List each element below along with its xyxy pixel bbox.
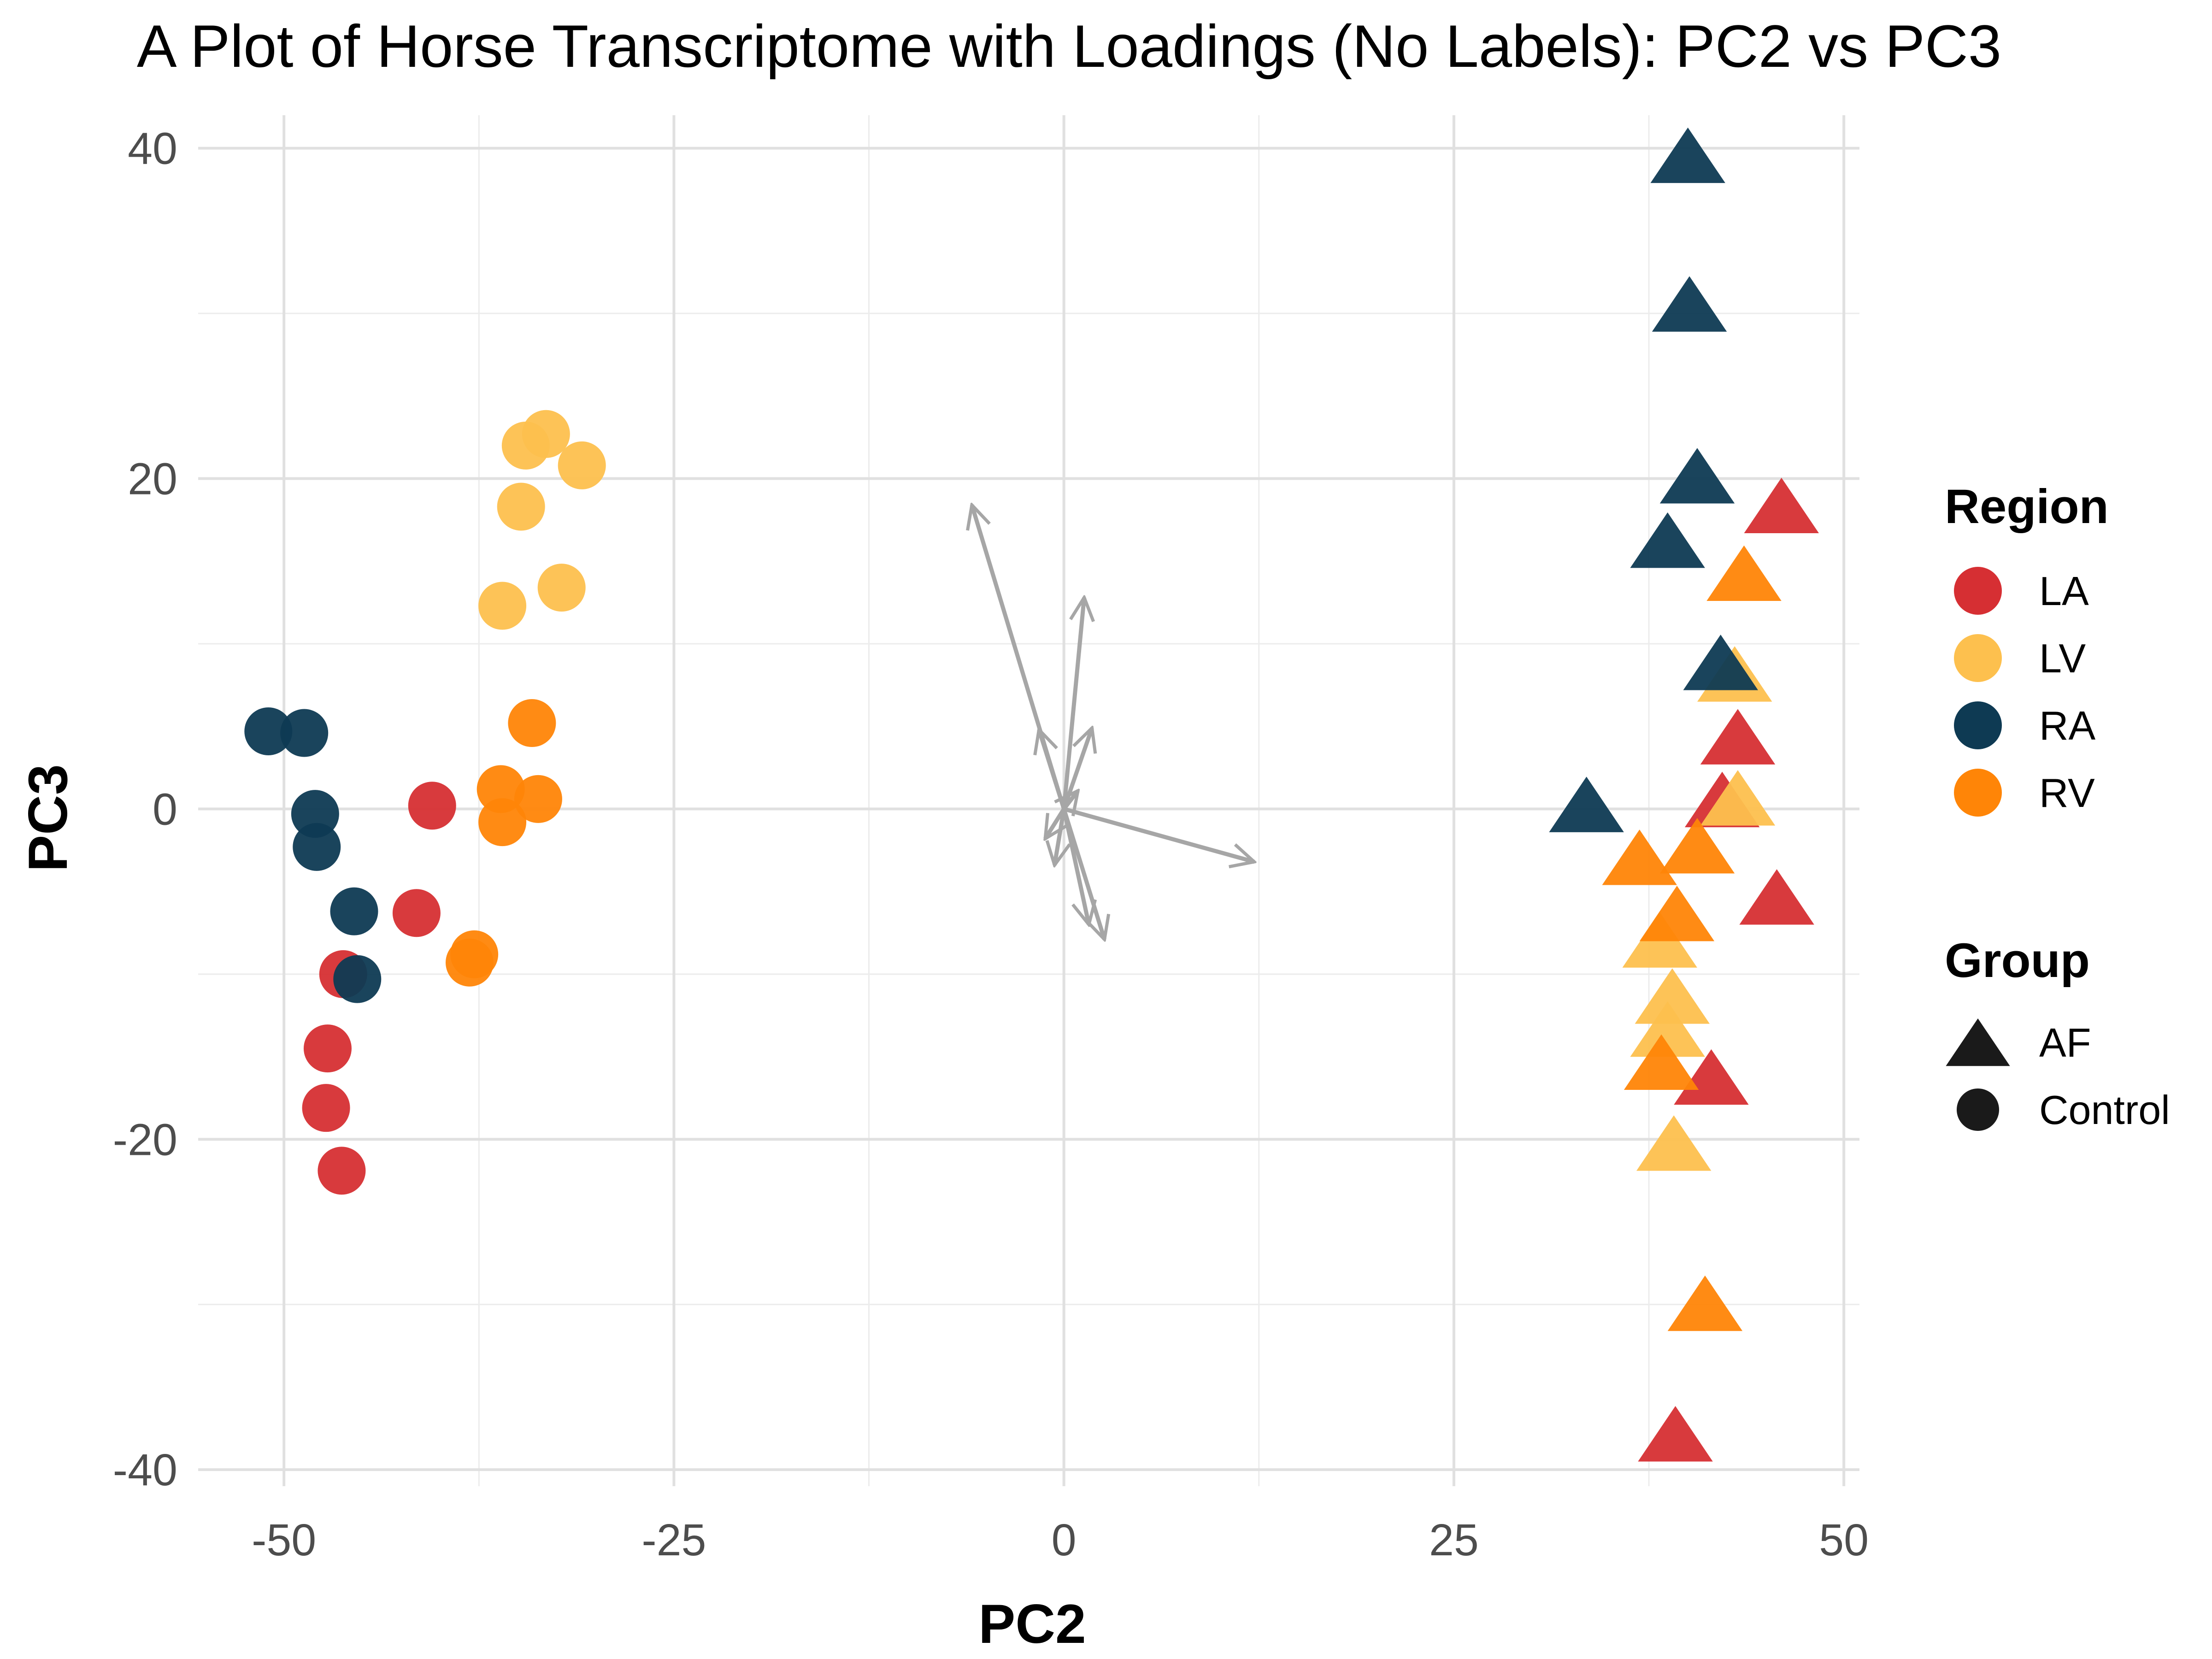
- data-point-triangle: [1659, 448, 1735, 504]
- legend-key-triangle: [1946, 1018, 2010, 1066]
- legend-key-rv: [1954, 769, 2002, 817]
- legend-key-la: [1954, 567, 2002, 615]
- data-point-circle: [392, 889, 441, 937]
- y-axis-label: PC3: [17, 764, 79, 871]
- legend-label-control: Control: [2039, 1087, 2170, 1133]
- grid-major: [198, 115, 1859, 1486]
- legend-key-circle: [1957, 1088, 1999, 1131]
- loading-arrow: [1063, 807, 1254, 862]
- data-point-circle: [478, 798, 527, 847]
- loading-arrow: [1054, 808, 1064, 865]
- data-point-circle: [514, 775, 562, 823]
- data-point-circle: [280, 709, 329, 757]
- data-point-circle: [303, 1024, 352, 1073]
- data-point-triangle: [1744, 477, 1819, 534]
- x-axis-ticks: -50 -25 0 25 50: [252, 1515, 1869, 1565]
- data-point-triangle: [1700, 770, 1776, 826]
- x-tick-label: 25: [1429, 1515, 1479, 1565]
- data-point-triangle: [1739, 869, 1814, 925]
- x-axis-label: PC2: [978, 1593, 1086, 1655]
- legend-label-af: AF: [2039, 1020, 2091, 1065]
- data-point-circle: [408, 782, 456, 830]
- y-axis-ticks: -40 -20 0 20 40: [113, 124, 177, 1495]
- y-tick-label: -20: [113, 1114, 177, 1165]
- data-point-circle: [318, 1147, 366, 1195]
- legend-region: Region LA LV RA RV: [1945, 480, 2109, 817]
- data-point-circle: [293, 823, 341, 871]
- y-tick-label: 20: [128, 454, 177, 504]
- data-point-triangle: [1650, 127, 1725, 183]
- x-tick-label: -25: [641, 1515, 706, 1565]
- loading-arrow: [1039, 729, 1066, 810]
- loading-arrow: [1062, 598, 1084, 809]
- x-tick-label: -50: [252, 1515, 316, 1565]
- data-point-triangle: [1706, 545, 1782, 601]
- loading-arrow: [1064, 791, 1078, 809]
- data-point-circle: [537, 564, 586, 612]
- data-point-triangle: [1667, 1275, 1743, 1331]
- legend-label-lv: LV: [2039, 635, 2086, 681]
- legend-key-ra: [1954, 701, 2002, 749]
- x-tick-label: 0: [1052, 1515, 1077, 1565]
- y-tick-label: 0: [153, 784, 177, 834]
- legend-label-ra: RA: [2039, 703, 2096, 748]
- data-point-circle: [501, 421, 550, 470]
- data-point-triangle: [1700, 709, 1776, 765]
- data-point-triangle: [1659, 818, 1735, 874]
- data-point-circle: [508, 699, 556, 747]
- data-point-circle: [558, 441, 606, 489]
- loading-arrow: [1062, 808, 1089, 924]
- legend-label-rv: RV: [2039, 770, 2095, 816]
- data-point-triangle: [1624, 1034, 1699, 1090]
- legend-group-title: Group: [1945, 934, 2090, 988]
- data-point-circle: [445, 938, 494, 987]
- data-point-triangle: [1639, 885, 1715, 941]
- data-point-circle: [244, 707, 293, 755]
- data-point-triangle: [1683, 635, 1758, 690]
- data-point-circle: [302, 1084, 350, 1132]
- chart-title: A Plot of Horse Transcriptome with Loadi…: [137, 12, 2001, 80]
- data-points: [244, 127, 1819, 1462]
- data-point-triangle: [1636, 1115, 1712, 1171]
- data-point-triangle: [1674, 1049, 1749, 1105]
- data-point-circle: [333, 955, 382, 1003]
- data-point-circle: [478, 582, 527, 630]
- y-tick-label: 40: [128, 124, 177, 174]
- legend-region-title: Region: [1945, 480, 2109, 534]
- legend-group: Group AF Control: [1945, 934, 2170, 1133]
- data-point-triangle: [1638, 1406, 1713, 1462]
- data-point-circle: [497, 482, 545, 531]
- data-point-circle: [330, 887, 378, 935]
- x-tick-label: 50: [1819, 1515, 1869, 1565]
- legend-label-la: LA: [2039, 568, 2089, 614]
- y-tick-label: -40: [113, 1445, 177, 1495]
- legend-key-lv: [1954, 634, 2002, 682]
- data-point-triangle: [1602, 830, 1677, 885]
- data-point-triangle: [1652, 276, 1727, 332]
- data-point-triangle: [1630, 512, 1705, 568]
- data-point-triangle: [1549, 777, 1624, 832]
- data-point-triangle: [1630, 1001, 1705, 1057]
- data-point-triangle: [1635, 968, 1710, 1024]
- loading-vectors: [972, 505, 1254, 940]
